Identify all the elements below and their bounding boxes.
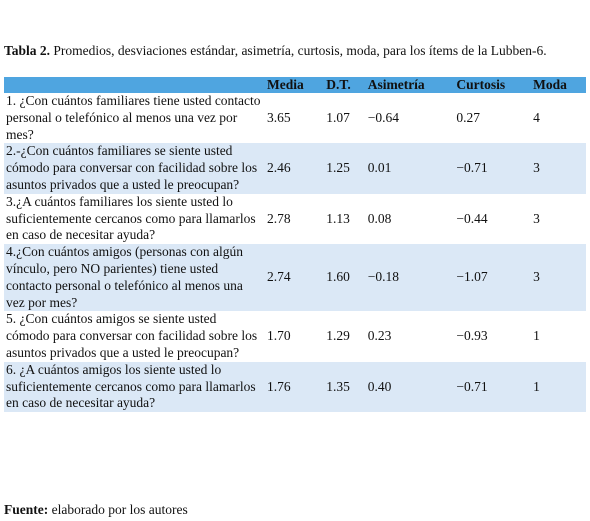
table-row: 3.¿A cuántos familiares los siente usted… (4, 194, 586, 244)
value-cell: 2.46 (265, 143, 325, 194)
caption-text: Promedios, desviaciones estándar, asimet… (53, 43, 547, 58)
caption-label: Tabla 2. (4, 43, 51, 58)
value-cell: 0.08 (367, 210, 392, 226)
table: Media D.T. Asimetría Curtosis Moda 1. ¿Con c… (4, 77, 586, 413)
table-body: 1. ¿Con cuántos familiares tiene usted c… (4, 93, 586, 413)
value-cell: 1.60 (324, 244, 366, 312)
value-cell: 3 (533, 210, 540, 226)
question-cell: 1. ¿Con cuántos familiares tiene usted c… (6, 93, 261, 142)
value-cell: −0.93 (456, 328, 488, 344)
value-cell: 1.76 (265, 361, 325, 413)
value-cell: 3.65 (267, 109, 291, 125)
table-row: 5. ¿Con cuántos amigos se siente usted c… (4, 311, 586, 361)
value-cell: 1.13 (326, 210, 350, 226)
value-cell: 1.35 (324, 361, 366, 413)
question-cell: 4.¿Con cuántos amigos (personas con algú… (4, 244, 265, 312)
question-cell: 3.¿A cuántos familiares los siente usted… (6, 193, 256, 243)
footer-text: elaborado por los autores (51, 502, 188, 517)
value-cell: −0.18 (365, 244, 455, 312)
question-cell: 6. ¿A cuántos amigos los siente usted lo… (4, 361, 265, 413)
header-cell: D.T. (324, 77, 366, 93)
value-cell: 2.74 (265, 244, 325, 312)
table-row: 6. ¿A cuántos amigos los siente usted lo… (4, 361, 586, 413)
value-cell: 0.40 (365, 361, 455, 413)
header-cell (4, 77, 265, 93)
value-cell: 4 (533, 109, 540, 125)
value-cell: 1.07 (326, 109, 350, 125)
table-row: 4.¿Con cuántos amigos (personas con algú… (4, 244, 586, 312)
header-cell: Moda (531, 77, 586, 93)
value-cell: 3 (531, 143, 586, 194)
value-cell: 1 (533, 328, 540, 344)
value-cell: −0.64 (367, 109, 399, 125)
value-cell: 1.70 (267, 328, 291, 344)
value-cell: 0.23 (367, 328, 392, 344)
table-row: 2.-¿Con cuántos familiares se siente ust… (4, 143, 586, 194)
value-cell: −1.07 (454, 244, 532, 312)
question-cell: 5. ¿Con cuántos amigos se siente usted c… (6, 311, 258, 360)
value-cell: 2.78 (267, 210, 291, 226)
header-cell: Media (265, 77, 325, 93)
value-cell: 0.27 (456, 109, 480, 125)
table-row: 1. ¿Con cuántos familiares tiene usted c… (4, 93, 586, 143)
question-cell: 2.-¿Con cuántos familiares se siente ust… (4, 143, 265, 194)
value-cell: −0.71 (454, 361, 532, 413)
header-row: Media D.T. Asimetría Curtosis Moda (4, 77, 586, 93)
value-cell: 1.25 (324, 143, 366, 194)
table-caption: Tabla 2. Promedios, desviaciones estánda… (4, 43, 584, 58)
value-cell: −0.44 (456, 210, 488, 226)
value-cell: 1.29 (326, 328, 350, 344)
header-cell: Curtosis (454, 77, 532, 93)
value-cell: 3 (531, 244, 586, 312)
footer-label: Fuente: (4, 502, 49, 517)
value-cell: −0.71 (454, 143, 532, 194)
value-cell: 1 (531, 361, 586, 413)
header-cell: Asimetría (365, 77, 455, 93)
value-cell: 0.01 (365, 143, 455, 194)
footer: Fuente: elaborado por los autores (4, 502, 188, 518)
